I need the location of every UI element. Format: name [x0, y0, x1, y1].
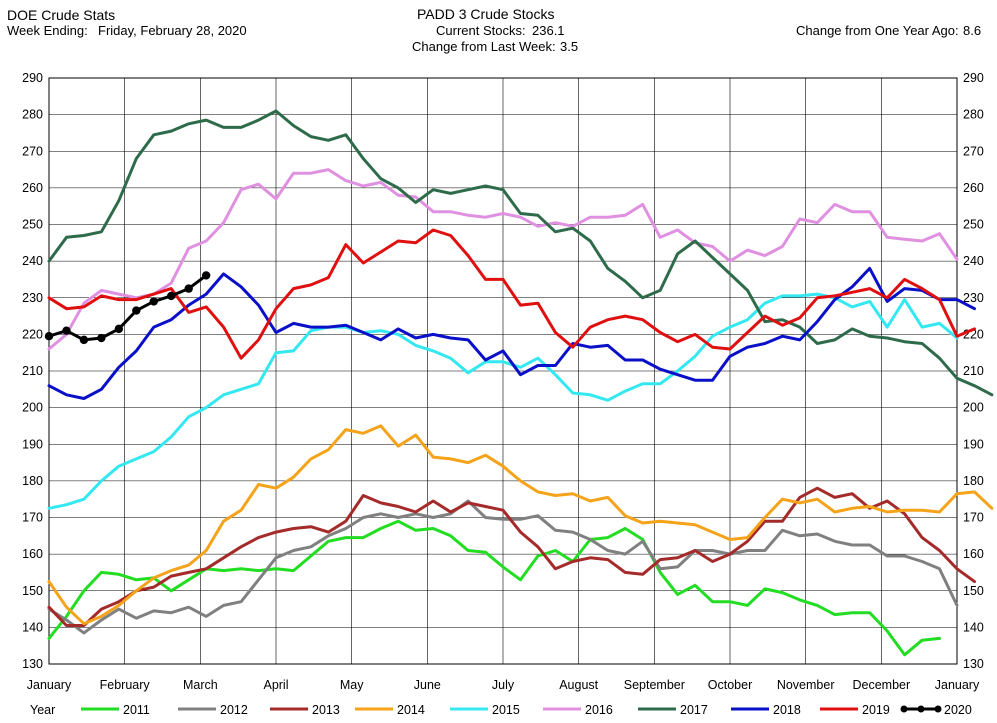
y-tick-label-right: 280 [963, 108, 984, 122]
legend: Year 2011 2012 2013 2014 2015 2016 2017 2018 201… [30, 703, 972, 717]
legend-marker-2020 [900, 705, 908, 713]
y-tick-label-right: 230 [963, 291, 984, 305]
y-axis-right: 1301401501601701801902002102202302402502… [963, 71, 984, 671]
y-tick-label-left: 280 [22, 108, 43, 122]
y-tick-label-left: 230 [22, 291, 43, 305]
y-tick-label-right: 170 [963, 511, 984, 525]
series-line-2018 [47, 266, 976, 400]
series-line-2011 [47, 519, 941, 657]
series-point-2020 [149, 297, 158, 306]
app-title: DOE Crude Stats [7, 7, 116, 23]
legend-label-2014: 2014 [397, 703, 425, 717]
y-tick-label-left: 140 [22, 620, 43, 634]
legend-label-2020: 2020 [944, 703, 972, 717]
x-tick-label: November [777, 678, 835, 692]
y-tick-label-right: 150 [963, 584, 984, 598]
y-tick-label-left: 160 [22, 547, 43, 561]
x-tick-label: October [708, 678, 752, 692]
current-stocks-label: Current Stocks: [436, 23, 526, 38]
x-tick-label: January [935, 678, 980, 692]
y-tick-label-right: 250 [963, 218, 984, 232]
change-year-value: 8.6 [963, 23, 982, 38]
x-tick-label: June [414, 678, 441, 692]
week-ending-value: Friday, February 28, 2020 [98, 23, 247, 38]
series-line-2013 [47, 486, 976, 627]
legend-title: Year [30, 703, 55, 717]
y-tick-label-left: 200 [22, 401, 43, 415]
y-tick-label-right: 140 [963, 620, 984, 634]
legend-label-2018: 2018 [773, 703, 801, 717]
series-point-2020 [132, 306, 141, 315]
y-tick-label-left: 210 [22, 364, 43, 378]
y-tick-label-left: 180 [22, 474, 43, 488]
series-line-2019 [47, 228, 976, 360]
series-line-2017 [47, 109, 994, 397]
x-tick-label: December [852, 678, 910, 692]
x-tick-label: July [492, 678, 515, 692]
x-tick-label: May [340, 678, 364, 692]
y-tick-label-right: 180 [963, 474, 984, 488]
change-week-label: Change from Last Week: [412, 39, 556, 54]
y-tick-label-left: 290 [22, 71, 43, 85]
x-tick-label: April [263, 678, 288, 692]
series-line-2016 [47, 168, 959, 351]
week-ending-label: Week Ending: [7, 23, 88, 38]
y-tick-label-right: 200 [963, 401, 984, 415]
legend-label-2016: 2016 [585, 703, 613, 717]
y-tick-label-left: 270 [22, 144, 43, 158]
series-point-2020 [62, 326, 71, 335]
y-tick-label-right: 130 [963, 657, 984, 671]
y-tick-label-right: 260 [963, 181, 984, 195]
y-axis-left: 130 140 150 160 170 180 190 200 210 220 230 240 250 2… [22, 71, 43, 671]
grid [48, 77, 958, 665]
legend-label-2015: 2015 [492, 703, 520, 717]
series-point-2020 [44, 332, 54, 341]
series-line-2020 [47, 273, 208, 342]
series-point-2020 [184, 284, 193, 293]
y-tick-label-right: 270 [963, 144, 984, 158]
series-point-2020 [79, 335, 89, 345]
legend-marker-2020 [934, 705, 942, 713]
series-point-2020 [201, 271, 211, 280]
series-lines [44, 109, 994, 657]
series-line-2015 [47, 292, 959, 510]
x-tick-label: August [559, 678, 598, 692]
x-tick-label: January [27, 678, 72, 692]
legend-label-2012: 2012 [220, 703, 248, 717]
current-stocks-value: 236.1 [532, 23, 565, 38]
y-tick-label-right: 160 [963, 547, 984, 561]
y-tick-label-left: 130 [22, 657, 43, 671]
y-tick-label-left: 260 [22, 181, 43, 195]
x-axis: January February March April May June July Augu… [27, 678, 980, 692]
chart-title: PADD 3 Crude Stocks [417, 6, 555, 22]
series-point-2020 [97, 333, 106, 343]
y-tick-label-right: 290 [963, 71, 984, 85]
x-tick-label: February [100, 678, 151, 692]
legend-marker-2020 [917, 705, 925, 713]
y-tick-label-left: 150 [22, 584, 43, 598]
plot-frame [48, 77, 958, 665]
legend-label-2013: 2013 [312, 703, 340, 717]
y-tick-label-right: 190 [963, 437, 984, 451]
legend-label-2019: 2019 [862, 703, 890, 717]
change-week-value: 3.5 [560, 39, 579, 54]
y-tick-label-right: 240 [963, 254, 984, 268]
y-tick-label-left: 170 [22, 511, 43, 525]
y-tick-label-left: 190 [22, 437, 43, 451]
x-tick-label: March [183, 678, 218, 692]
x-tick-label: September [624, 678, 685, 692]
series-point-2020 [114, 324, 124, 334]
series-line-2014 [47, 424, 994, 626]
legend-label-2011: 2011 [123, 703, 150, 717]
y-tick-label-left: 240 [22, 254, 43, 268]
y-tick-label-left: 250 [22, 218, 43, 232]
y-tick-label-right: 210 [963, 364, 984, 378]
series-line-2012 [47, 499, 959, 635]
change-year-label: Change from One Year Ago: [796, 23, 959, 38]
y-tick-label-left: 220 [22, 327, 43, 341]
series-point-2020 [167, 291, 176, 301]
legend-label-2017: 2017 [680, 703, 708, 717]
